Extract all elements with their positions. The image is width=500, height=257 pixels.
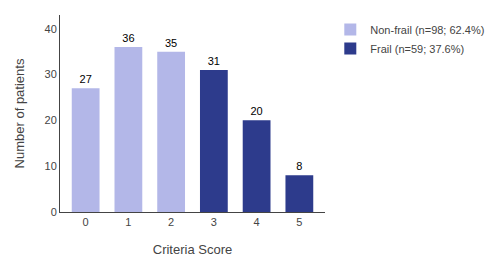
- svg-text:5: 5: [296, 216, 302, 228]
- svg-text:Criteria Score: Criteria Score: [153, 242, 232, 257]
- svg-text:Non-frail (n=98; 62.4%): Non-frail (n=98; 62.4%): [370, 24, 484, 36]
- svg-text:8: 8: [296, 160, 302, 172]
- svg-text:Number of patients: Number of patients: [12, 58, 27, 168]
- svg-text:1: 1: [125, 216, 131, 228]
- svg-text:35: 35: [165, 37, 177, 49]
- svg-text:40: 40: [45, 23, 57, 35]
- svg-text:10: 10: [45, 160, 57, 172]
- svg-text:31: 31: [208, 55, 220, 67]
- svg-text:4: 4: [254, 216, 260, 228]
- svg-text:0: 0: [51, 206, 57, 218]
- svg-text:20: 20: [45, 114, 57, 126]
- svg-text:30: 30: [45, 68, 57, 80]
- svg-text:20: 20: [250, 105, 262, 117]
- svg-text:Frail (n=59; 37.6%): Frail (n=59; 37.6%): [370, 43, 464, 55]
- svg-text:27: 27: [80, 73, 92, 85]
- svg-text:2: 2: [168, 216, 174, 228]
- svg-text:0: 0: [83, 216, 89, 228]
- svg-text:3: 3: [211, 216, 217, 228]
- svg-text:36: 36: [122, 32, 134, 44]
